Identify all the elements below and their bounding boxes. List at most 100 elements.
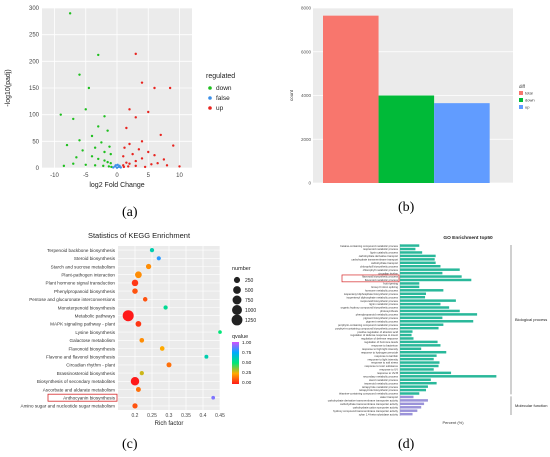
data-point-up — [125, 126, 128, 130]
group-label: Biological process — [515, 317, 547, 322]
y-tick-label: Amino sugar and nucleotide sugar metabol… — [21, 404, 116, 409]
x-axis-label: Rich factor — [155, 421, 184, 427]
data-point-up — [150, 163, 153, 166]
chart-title: GO Enrichment top50 — [443, 235, 493, 241]
legend-color-tick: 1.00 — [242, 340, 252, 346]
bubble — [145, 263, 152, 270]
y-tick-label: Plant-pathogen interaction — [61, 273, 115, 278]
bar — [400, 406, 422, 409]
bubble — [156, 256, 161, 261]
y-tick-label: phenylpropanoid metabolic process — [356, 313, 399, 317]
bar — [400, 275, 462, 278]
data-point-up — [143, 165, 147, 169]
legend-color-title: qvalue — [232, 334, 248, 340]
bar — [400, 316, 443, 320]
y-tick-label: 150 — [29, 86, 40, 92]
legend-color-tick: 0.50 — [242, 360, 252, 366]
y-tick-label: hormone metabolic process — [365, 288, 399, 292]
bar — [400, 340, 438, 344]
data-point-up — [128, 142, 131, 146]
y-tick-label: carbohydrate:cation symporter activity — [353, 405, 399, 409]
y-tick-label: lignin metabolic process — [369, 302, 398, 306]
data-point-up — [122, 155, 125, 158]
bar — [400, 364, 439, 368]
legend-size-marker — [233, 286, 241, 294]
chart-title: Statistics of KEGG Enrichment — [88, 231, 191, 240]
bubble — [132, 288, 138, 294]
y-tick-label: 100 — [29, 113, 40, 119]
y-tick-label: Flavone and flavonol biosynthesis — [46, 355, 116, 360]
bar — [400, 381, 437, 385]
legend-size-label: 1000 — [245, 308, 256, 314]
bar — [400, 306, 450, 309]
y-tick-label: response to UV-B — [377, 371, 398, 375]
data-point-down — [97, 125, 100, 128]
count-bar-chart-svg: 0 2000 4000 6000 8000 count diff total down up — [289, 6, 535, 186]
bar — [400, 299, 456, 302]
bar — [400, 271, 443, 275]
data-point-up — [134, 159, 137, 163]
bar — [400, 378, 431, 381]
bubble — [142, 297, 148, 302]
data-point-down — [90, 155, 94, 158]
bar — [400, 350, 447, 354]
data-point-down — [97, 157, 100, 161]
y-tick-label: photosynthesis — [380, 309, 399, 313]
y-tick-label: thiamine-containing compound metabolic p… — [339, 392, 399, 396]
legend-marker-down — [208, 86, 212, 90]
y-tick-label: carbohydrate transport — [371, 261, 398, 265]
y-tick-label: Circadian rhythm - plant — [66, 363, 115, 368]
data-point-up — [128, 108, 131, 111]
data-point-up — [165, 164, 169, 167]
bubble — [135, 387, 141, 392]
bar — [400, 261, 436, 265]
y-tick-label: 4000 — [301, 93, 312, 98]
bar — [400, 330, 413, 333]
bar — [400, 409, 418, 412]
y-tick-label: tetrapyrrole metabolic process — [362, 385, 399, 389]
x-tick-label: 0.4 — [200, 413, 207, 419]
y-tick-label: response to UV — [379, 368, 398, 372]
caption-a: (a) — [122, 205, 138, 220]
bar — [400, 399, 428, 402]
bubble — [204, 354, 209, 359]
y-tick-label: carbohydrate derivative transmembrane tr… — [328, 399, 399, 403]
legend-color-tick: 0.75 — [242, 350, 252, 356]
legend-size-label: 750 — [245, 298, 254, 304]
x-tick-label: -10 — [50, 173, 59, 179]
data-point-down — [84, 108, 87, 111]
x-tick-label: 0.35 — [181, 413, 191, 419]
y-tick-label: water transport — [380, 395, 398, 399]
data-point-down — [109, 162, 112, 165]
kegg-bubble-chart-svg: Statistics of KEGG Enrichment 0.2 0.25 0.3 0… — [21, 231, 257, 427]
bar — [400, 337, 414, 340]
bubble — [166, 362, 172, 368]
y-tick-label: response to hydrogen peroxide — [361, 350, 399, 354]
y-tick-label: isoprenoid metabolic process — [363, 247, 398, 251]
bubble — [163, 305, 168, 310]
legend-swatch-up — [519, 105, 523, 109]
y-tick-label: secondary metabolic process — [363, 374, 398, 378]
bar — [400, 368, 434, 371]
bar — [400, 258, 435, 261]
data-point-down — [109, 152, 112, 156]
data-point-up — [140, 157, 144, 160]
y-tick-label: Starch and sucrose metabolism — [51, 264, 116, 269]
data-point-up — [123, 146, 126, 149]
x-tick-label: 10 — [176, 173, 183, 179]
data-point-down — [106, 160, 109, 164]
data-point-down — [93, 164, 97, 167]
y-tick-label: regulation of defense response — [361, 337, 398, 341]
group-label: Molecular function — [515, 403, 547, 408]
y-tick-label: chlorophyll biosynthetic process — [360, 264, 399, 268]
y-tick-label: response to light intensity — [368, 357, 399, 361]
bar — [400, 244, 420, 247]
y-tick-label: lignin catabolic process — [370, 251, 398, 255]
legend-size-title: number — [232, 266, 251, 272]
y-tick-label: flavonoid biosynthetic process — [362, 275, 399, 279]
bar — [400, 251, 423, 254]
bubble — [211, 395, 216, 400]
bar — [400, 292, 427, 295]
bubble — [149, 247, 155, 253]
bubble — [135, 271, 142, 279]
